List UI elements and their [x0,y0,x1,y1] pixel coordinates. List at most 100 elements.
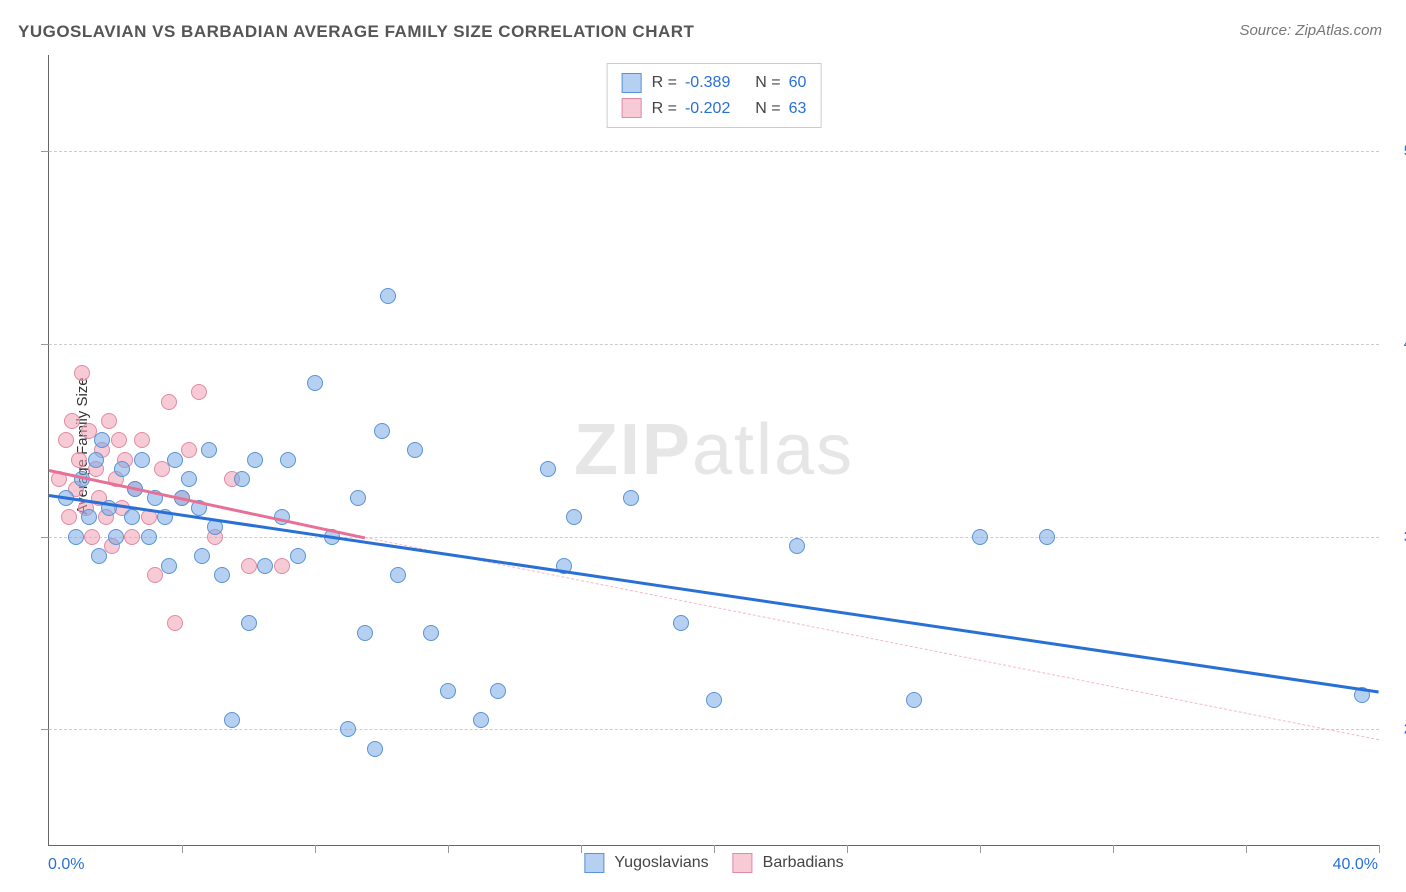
scatter-point [68,529,84,545]
x-tick [847,845,848,853]
scatter-point [88,452,104,468]
scatter-point [74,365,90,381]
scatter-point [194,548,210,564]
scatter-point [789,538,805,554]
r-value-1: -0.389 [685,70,730,96]
scatter-point [81,509,97,525]
scatter-point [134,452,150,468]
x-tick [315,845,316,853]
r-value-2: -0.202 [685,96,730,122]
scatter-point [201,442,217,458]
x-tick [980,845,981,853]
legend-row-2: R = -0.202 N = 63 [622,96,807,122]
watermark: ZIPatlas [574,409,854,491]
swatch-bottom-2 [733,853,753,873]
source-label: Source: ZipAtlas.com [1239,22,1382,39]
scatter-point [114,461,130,477]
y-tick [41,151,49,152]
scatter-point [58,432,74,448]
swatch-series2 [622,98,642,118]
scatter-point [673,615,689,631]
gridline [49,729,1379,730]
scatter-point [134,432,150,448]
scatter-point [241,558,257,574]
scatter-point [241,615,257,631]
x-min-label: 0.0% [48,856,84,874]
scatter-point [274,558,290,574]
correlation-legend: R = -0.389 N = 60 R = -0.202 N = 63 [607,63,822,128]
scatter-point [290,548,306,564]
r-label-2: R = [652,96,677,122]
legend-item-1: Yugoslavians [584,853,708,873]
scatter-point [566,509,582,525]
scatter-point [367,741,383,757]
scatter-point [374,423,390,439]
x-tick [1113,845,1114,853]
scatter-point [257,558,273,574]
scatter-point [307,375,323,391]
scatter-point [111,432,127,448]
n-label-1: N = [755,70,780,96]
scatter-point [407,442,423,458]
n-label-2: N = [755,96,780,122]
scatter-point [490,683,506,699]
gridline [49,537,1379,538]
scatter-point [540,461,556,477]
trend-line [365,537,1379,740]
scatter-point [340,721,356,737]
gridline [49,344,1379,345]
watermark-bold: ZIP [574,410,692,490]
y-tick [41,537,49,538]
scatter-point [390,567,406,583]
scatter-point [101,413,117,429]
legend-label-1: Yugoslavians [614,854,708,872]
scatter-point [224,712,240,728]
n-value-1: 60 [789,70,807,96]
gridline [49,151,1379,152]
scatter-point [280,452,296,468]
scatter-point [61,509,77,525]
scatter-point [357,625,373,641]
n-value-2: 63 [789,96,807,122]
scatter-point [124,509,140,525]
scatter-point [84,529,100,545]
scatter-point [706,692,722,708]
legend-row-1: R = -0.389 N = 60 [622,70,807,96]
watermark-rest: atlas [692,410,854,490]
scatter-point [380,288,396,304]
chart-title: YUGOSLAVIAN VS BARBADIAN AVERAGE FAMILY … [18,22,694,42]
scatter-point [124,529,140,545]
scatter-point [71,452,87,468]
y-tick [41,344,49,345]
scatter-point [214,567,230,583]
scatter-point [191,384,207,400]
scatter-point [972,529,988,545]
y-tick [41,729,49,730]
trend-line [49,494,1379,694]
scatter-point [141,529,157,545]
swatch-bottom-1 [584,853,604,873]
x-tick [1246,845,1247,853]
x-tick [714,845,715,853]
x-tick [1379,845,1380,853]
scatter-point [161,394,177,410]
scatter-point [64,413,80,429]
x-tick [182,845,183,853]
scatter-point [167,452,183,468]
r-label-1: R = [652,70,677,96]
swatch-series1 [622,73,642,93]
scatter-point [440,683,456,699]
chart-area: ZIPatlas R = -0.389 N = 60 R = -0.202 N … [48,55,1379,846]
legend-label-2: Barbadians [763,854,844,872]
scatter-point [94,432,110,448]
scatter-point [181,471,197,487]
x-tick [581,845,582,853]
scatter-point [161,558,177,574]
scatter-point [906,692,922,708]
scatter-point [473,712,489,728]
scatter-point [1039,529,1055,545]
scatter-point [623,490,639,506]
scatter-point [167,615,183,631]
scatter-point [234,471,250,487]
scatter-point [181,442,197,458]
